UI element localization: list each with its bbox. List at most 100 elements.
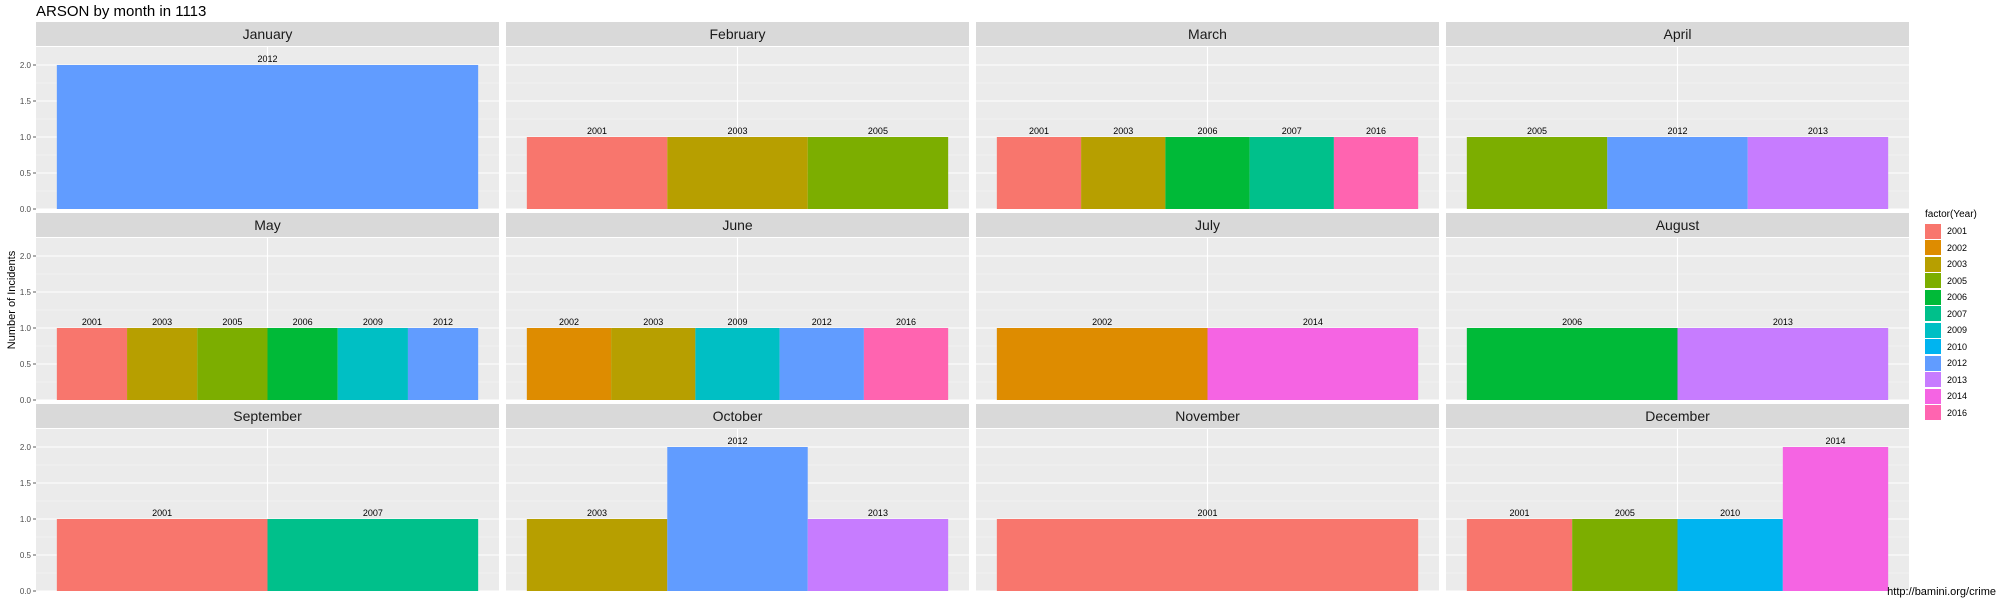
- legend-label: 2014: [1947, 391, 1968, 402]
- y-tick-label: 0.5: [20, 169, 32, 178]
- legend-item-2002: 2002: [1925, 240, 1977, 257]
- bar-2014: [1782, 447, 1889, 591]
- bar-label: 2007: [1282, 126, 1302, 136]
- legend-label: 2016: [1947, 407, 1968, 418]
- bar-2012: [667, 447, 808, 591]
- legend-key-2005: [1925, 273, 1941, 289]
- bar-2005: [1572, 519, 1678, 591]
- legend-item-2007: 2007: [1925, 306, 1977, 323]
- bar-label: 2003: [643, 317, 663, 327]
- legend-key-2014: [1925, 388, 1941, 404]
- bar-label: 2002: [559, 317, 579, 327]
- bar-2012: [56, 65, 479, 209]
- facet-strip: [976, 404, 1439, 428]
- facet-strip-label: March: [1188, 26, 1227, 42]
- bar-label: 2010: [1720, 508, 1740, 518]
- facet-strip: [976, 213, 1439, 237]
- y-tick-label: 1.5: [20, 288, 32, 297]
- bar-label: 2001: [1509, 508, 1529, 518]
- y-tick-label: 0.0: [20, 587, 32, 596]
- bar-2005: [197, 328, 268, 400]
- bar-label: 2005: [1527, 126, 1547, 136]
- legend-item-2001: 2001: [1925, 223, 1977, 240]
- facet-strip: [1446, 213, 1909, 237]
- bar-label: 2013: [1773, 317, 1793, 327]
- bar-label: 2003: [152, 317, 172, 327]
- legend-label: 2001: [1947, 226, 1968, 237]
- legend-key-2013: [1925, 372, 1941, 388]
- legend-label: 2006: [1947, 292, 1968, 303]
- facet-strip: [506, 22, 969, 46]
- bar-label: 2014: [1303, 317, 1323, 327]
- bar-2014: [1207, 328, 1419, 400]
- y-tick-label: 1.5: [20, 479, 32, 488]
- bar-label: 2001: [152, 508, 172, 518]
- bar-label: 2003: [727, 126, 747, 136]
- legend-item-2006: 2006: [1925, 289, 1977, 306]
- bar-label: 2007: [363, 508, 383, 518]
- legend-key-2001: [1925, 223, 1941, 239]
- bar-label: 2013: [1808, 126, 1828, 136]
- bar-2002: [526, 328, 612, 400]
- legend-label: 2013: [1947, 374, 1968, 385]
- y-tick-label: 0.5: [20, 551, 32, 560]
- bar-2016: [863, 328, 949, 400]
- facet-strip-label: February: [709, 26, 765, 42]
- legend-label: 2009: [1947, 325, 1968, 336]
- bar-2013: [807, 519, 949, 591]
- bar-label: 2001: [1197, 508, 1217, 518]
- legend-item-2005: 2005: [1925, 273, 1977, 290]
- bar-label: 2002: [1092, 317, 1112, 327]
- legend-item-2003: 2003: [1925, 256, 1977, 273]
- y-tick-label: 0.5: [20, 360, 32, 369]
- legend: factor(Year) 2001 2002 2003 2005 2006 2007 200…: [1925, 209, 1977, 421]
- bar-2003: [1081, 137, 1166, 209]
- y-tick-label: 1.0: [20, 133, 32, 142]
- bar-2012: [407, 328, 479, 400]
- facet-strip: [36, 213, 499, 237]
- bar-2007: [1249, 137, 1334, 209]
- bar-label: 2014: [1825, 436, 1845, 446]
- y-tick-label: 1.5: [20, 97, 32, 106]
- chart-title: ARSON by month in 1113: [36, 3, 207, 20]
- y-tick-label: 1.0: [20, 515, 32, 524]
- bar-label: 2012: [257, 54, 277, 64]
- bar-2003: [526, 519, 668, 591]
- bar-2006: [1466, 328, 1678, 400]
- bar-label: 2003: [1113, 126, 1133, 136]
- legend-item-2016: 2016: [1925, 405, 1977, 422]
- bar-label: 2006: [293, 317, 313, 327]
- bar-label: 2005: [1615, 508, 1635, 518]
- facet-strip-label: October: [713, 408, 763, 424]
- legend-key-2007: [1925, 306, 1941, 322]
- bar-2001: [996, 137, 1082, 209]
- legend-item-2014: 2014: [1925, 388, 1977, 405]
- bar-2002: [996, 328, 1208, 400]
- y-tick-label: 0.0: [20, 396, 32, 405]
- bar-2003: [611, 328, 696, 400]
- bar-2005: [1466, 137, 1608, 209]
- legend-label: 2007: [1947, 308, 1968, 319]
- bar-2005: [807, 137, 949, 209]
- facet-strip: [1446, 22, 1909, 46]
- bar-2007: [267, 519, 479, 591]
- legend-key-2006: [1925, 289, 1941, 305]
- y-tick-label: 2.0: [20, 443, 32, 452]
- bar-label: 2003: [587, 508, 607, 518]
- y-tick-label: 2.0: [20, 61, 32, 70]
- bar-label: 2005: [868, 126, 888, 136]
- facet-strip: [1446, 404, 1909, 428]
- bar-2003: [667, 137, 808, 209]
- legend-item-2013: 2013: [1925, 372, 1977, 389]
- bar-label: 2001: [587, 126, 607, 136]
- legend-label: 2003: [1947, 259, 1968, 270]
- y-tick-label: 2.0: [20, 252, 32, 261]
- bar-label: 2005: [222, 317, 242, 327]
- bar-2001: [996, 519, 1419, 591]
- facet-strip: [36, 404, 499, 428]
- legend-items: 2001 2002 2003 2005 2006 2007 2009 2010 2012 2013…: [1925, 223, 1977, 421]
- y-tick-label: 1.0: [20, 324, 32, 333]
- facet-strip-label: August: [1656, 217, 1700, 233]
- facet-strip: [506, 213, 969, 237]
